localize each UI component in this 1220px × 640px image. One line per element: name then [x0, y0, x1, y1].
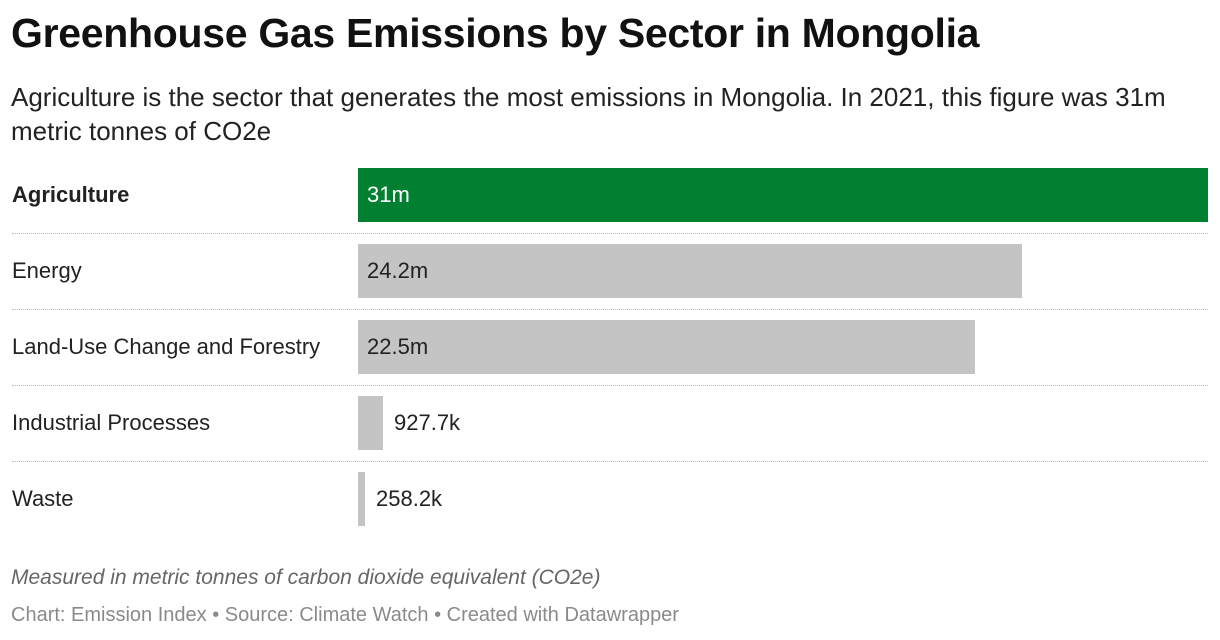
bar — [358, 168, 1208, 222]
row-divider — [12, 385, 1208, 386]
bar-row: Land-Use Change and Forestry 22.5m — [0, 320, 1220, 374]
value-label: 258.2k — [376, 486, 443, 511]
row-divider — [12, 309, 1208, 310]
value-label: 24.2m — [367, 258, 429, 283]
chart-footer: Chart: Emission Index • Source: Climate … — [11, 604, 679, 626]
bar-chart: Agriculture 31m Energy 24.2m Land-Use Change… — [0, 168, 1220, 528]
category-label: Industrial Processes — [12, 410, 211, 435]
category-label: Energy — [12, 258, 82, 283]
value-label: 22.5m — [367, 334, 429, 359]
chart-title: Greenhouse Gas Emissions by Sector in Mo… — [11, 10, 980, 56]
row-divider — [12, 233, 1208, 234]
row-divider — [12, 461, 1208, 462]
bar — [358, 472, 365, 526]
bar — [358, 320, 975, 374]
bar — [358, 244, 1022, 298]
chart-note: Measured in metric tonnes of carbon diox… — [11, 566, 601, 589]
category-label: Land-Use Change and Forestry — [12, 334, 321, 359]
category-label: Agriculture — [12, 182, 130, 207]
bar-row: Energy 24.2m — [0, 244, 1220, 298]
chart-subtitle: Agriculture is the sector that generates… — [11, 82, 1166, 146]
bar — [358, 396, 383, 450]
value-label: 31m — [367, 182, 410, 207]
bar-row: Agriculture 31m — [0, 168, 1220, 222]
value-label: 927.7k — [394, 410, 461, 435]
bar-row: Waste 258.2k — [0, 472, 1220, 526]
bar-row: Industrial Processes 927.7k — [0, 396, 1220, 450]
category-label: Waste — [12, 486, 74, 511]
